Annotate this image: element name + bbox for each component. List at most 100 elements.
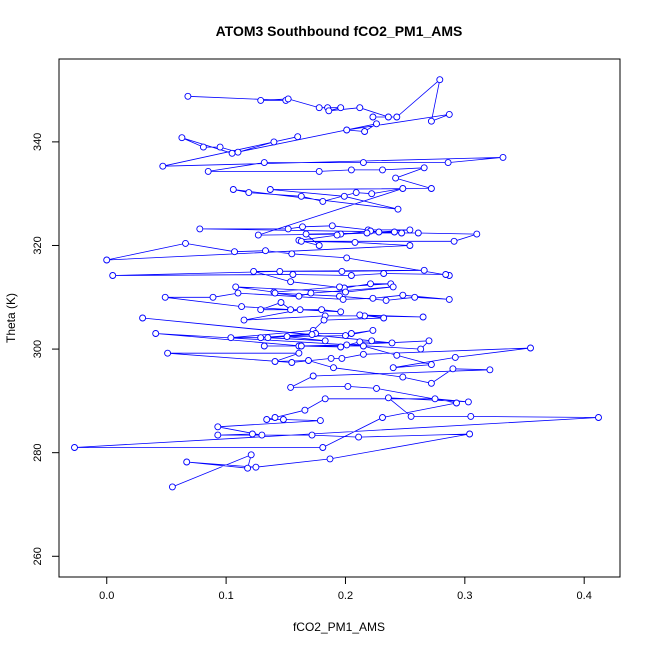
x-tick-label: 0.2: [338, 590, 353, 602]
data-point: [399, 373, 407, 381]
data-point: [196, 225, 204, 233]
data-point: [231, 248, 238, 256]
data-point: [283, 333, 291, 341]
data-point: [184, 92, 192, 100]
data-point: [164, 349, 172, 357]
data-point: [240, 316, 248, 324]
data-point: [214, 431, 222, 439]
data-point: [139, 314, 147, 322]
data-point: [178, 134, 186, 142]
data-point: [417, 345, 425, 353]
data-point: [499, 153, 507, 161]
data-point: [263, 416, 271, 423]
data-point: [297, 237, 305, 245]
data-point: [209, 293, 217, 301]
data-point: [299, 223, 306, 231]
data-point: [419, 313, 427, 321]
data-point: [336, 283, 343, 291]
y-tick-label: 320: [32, 236, 44, 254]
data-point: [379, 166, 386, 174]
data-point: [427, 185, 435, 192]
data-point: [247, 451, 255, 459]
y-tick-label: 280: [32, 444, 44, 462]
data-point: [453, 399, 460, 407]
data-point: [234, 148, 242, 156]
data-point: [284, 95, 292, 103]
data-point: [355, 433, 363, 441]
data-point: [328, 222, 336, 230]
data-point: [279, 416, 287, 423]
data-point: [352, 189, 360, 197]
data-point: [368, 190, 376, 198]
x-axis: 0.0 0.1 0.2 0.3 0.4: [99, 576, 592, 602]
data-point: [392, 174, 400, 182]
data-point: [375, 228, 383, 236]
data-point: [431, 395, 439, 403]
data-point: [486, 366, 494, 374]
data-point: [294, 133, 302, 141]
data-point: [338, 267, 346, 275]
data-point: [427, 379, 435, 387]
data-point: [338, 354, 346, 362]
data-point: [271, 289, 279, 297]
data-point: [182, 239, 189, 247]
data-point: [277, 299, 285, 306]
data-point: [287, 306, 295, 314]
data-point: [262, 247, 269, 255]
data-point: [394, 205, 402, 213]
data-point: [420, 164, 428, 172]
data-point: [234, 289, 242, 297]
data-point: [301, 406, 309, 414]
data-point: [380, 270, 388, 277]
data-point: [257, 96, 265, 104]
data-point: [449, 365, 457, 373]
data-series: [71, 76, 602, 491]
data-point: [216, 143, 224, 151]
data-point: [337, 104, 345, 112]
data-point: [168, 483, 176, 491]
data-point: [436, 76, 444, 84]
y-tick-label: 340: [32, 133, 44, 151]
data-point: [333, 231, 341, 239]
data-point: [351, 238, 359, 246]
data-point: [228, 149, 236, 157]
data-point: [367, 280, 374, 288]
data-point: [420, 266, 428, 274]
data-point: [227, 334, 235, 342]
data-point: [373, 120, 380, 128]
data-point: [466, 430, 474, 438]
data-point: [159, 162, 167, 170]
data-point: [369, 294, 377, 302]
data-point: [308, 331, 316, 339]
data-point: [103, 256, 111, 264]
data-point: [330, 364, 337, 372]
data-point: [248, 430, 256, 438]
data-point: [326, 455, 334, 463]
data-point: [359, 342, 367, 350]
data-point: [260, 342, 268, 350]
data-point: [368, 337, 376, 345]
data-point: [359, 159, 367, 167]
data-point: [264, 334, 272, 342]
data-point: [343, 126, 351, 134]
data-point: [320, 316, 328, 324]
data-point: [407, 412, 415, 420]
data-point: [369, 326, 377, 334]
x-tick-label: 0.4: [577, 590, 592, 602]
data-point: [327, 354, 335, 362]
data-point: [359, 350, 367, 358]
data-point: [411, 293, 419, 301]
y-tick-label: 260: [32, 547, 44, 565]
data-point: [305, 357, 312, 364]
y-tick-label: 300: [32, 340, 44, 358]
data-point: [361, 128, 369, 135]
data-point: [393, 113, 401, 121]
data-point: [473, 230, 481, 238]
data-point: [337, 343, 345, 351]
data-point: [319, 197, 327, 205]
data-point: [379, 414, 386, 421]
data-point: [399, 291, 407, 299]
data-point: [214, 423, 222, 431]
data-point: [244, 464, 252, 472]
data-point: [257, 334, 265, 342]
